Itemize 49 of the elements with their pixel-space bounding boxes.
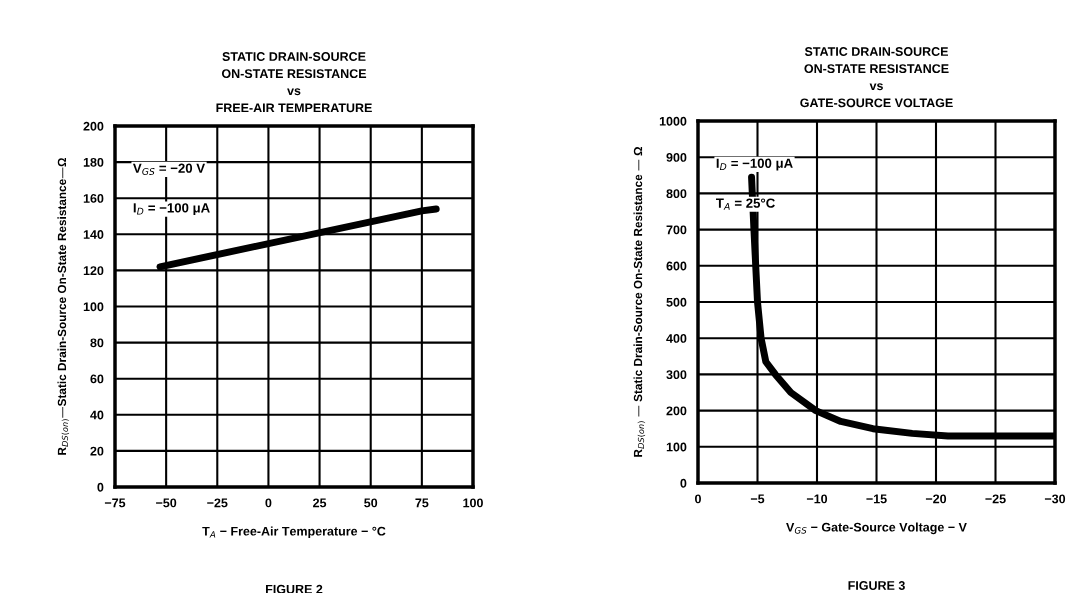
y-tick-label: 200: [83, 121, 104, 131]
caption: FIGURE 3: [848, 581, 905, 590]
y-tick-label: 160: [83, 194, 104, 203]
annotation: V$_{GS}$ = −20 V: [132, 163, 205, 176]
y-tick-label: 0: [680, 478, 687, 488]
x-tick-label: 75: [415, 498, 429, 508]
y-tick-label: 300: [666, 370, 687, 380]
x-tick-label: −50: [156, 498, 177, 508]
x-tick-label: −25: [985, 494, 1006, 504]
y-tick-label: 500: [666, 297, 687, 307]
y-tick-label: 120: [83, 266, 104, 276]
x-tick-label: 0: [265, 498, 272, 508]
x-axis-title: T$_{A}$ − Free-Air Temperature − °C: [202, 526, 386, 539]
x-tick-label: −10: [806, 494, 828, 504]
y-tick-label: 100: [666, 442, 687, 452]
x-axis-title: V$_{GS}$ − Gate-Source Voltage − V: [786, 522, 967, 535]
x-tick-label: −15: [866, 494, 887, 504]
x-tick-label: −30: [1044, 494, 1066, 504]
y-tick-label: 100: [83, 302, 104, 312]
y-tick-label: 900: [666, 153, 687, 162]
x-tick-label: −25: [207, 498, 228, 508]
y-tick-label: 20: [90, 446, 104, 456]
x-tick-label: 25: [313, 498, 327, 508]
y-tick-label: 40: [90, 410, 104, 420]
x-tick-label: −20: [925, 494, 947, 504]
y-tick-label: 600: [666, 261, 687, 271]
x-tick-label: 50: [364, 498, 378, 508]
x-tick-label: −75: [104, 498, 126, 508]
y-tick-label: 180: [83, 157, 104, 167]
y-tick-label: 0: [97, 482, 104, 492]
annotation: T$_{A}$ = 25°C: [716, 198, 775, 210]
y-axis-title: R$_{DS(on)}$ — Static Drain-Source On-State Resistance — Ω: [633, 146, 646, 457]
y-tick-label: 60: [90, 374, 104, 384]
caption: FIGURE 2: [266, 584, 323, 593]
x-tick-label: 0: [695, 494, 701, 504]
y-tick-label: 400: [666, 334, 687, 343]
chart-title: STATIC DRAIN-SOURCE ON-STATE RESISTANCE vs FREE-AIR TEMPERATURE: [216, 52, 372, 113]
x-tick-label: 100: [463, 498, 483, 508]
chart-title: STATIC DRAIN-SOURCE ON-STATE RESISTANCE vs GATE-SOURCE VOLTAGE: [800, 47, 953, 108]
annotation: I$_{D}$ = −100 μA: [716, 158, 793, 171]
y-tick-label: 1000: [659, 116, 687, 126]
y-axis-title: R$_{DS(on)}$—Static Drain-Source On-State Resistance—Ω: [57, 157, 70, 455]
y-tick-label: 200: [666, 406, 687, 416]
y-tick-label: 80: [90, 338, 104, 348]
y-tick-label: 140: [83, 230, 104, 239]
y-tick-label: 700: [666, 225, 687, 235]
y-tick-label: 800: [666, 189, 687, 199]
annotation: I$_{D}$ = −100 μA: [133, 203, 210, 216]
x-tick-label: −5: [750, 494, 765, 504]
